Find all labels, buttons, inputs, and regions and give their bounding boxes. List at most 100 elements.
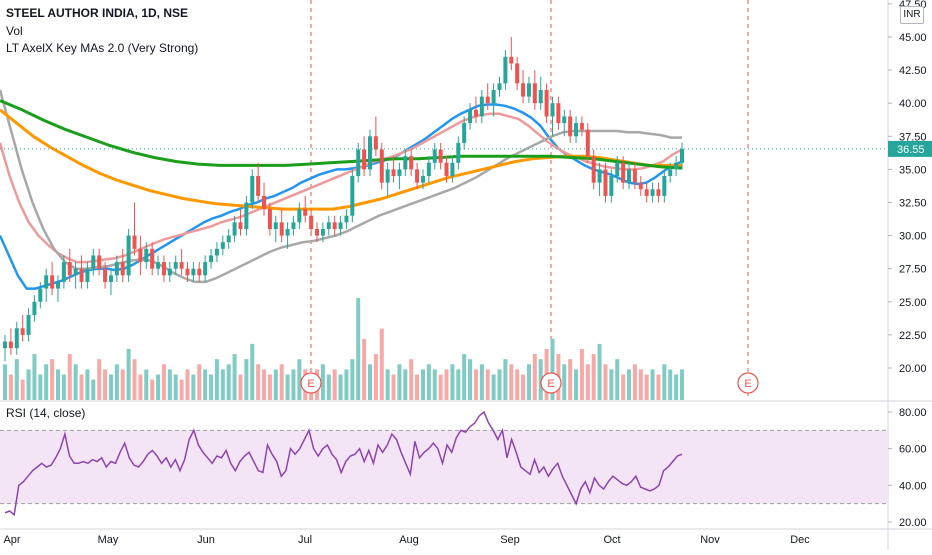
volume-bar: [262, 369, 267, 400]
volume-bar: [656, 374, 661, 400]
candle-body: [14, 328, 19, 349]
volume-bar: [20, 379, 25, 400]
candle-body: [491, 89, 496, 104]
candle-body: [591, 156, 596, 183]
candle-body: [632, 169, 637, 183]
volume-bar: [320, 364, 325, 400]
volume-bar: [415, 374, 420, 400]
candle-body: [238, 222, 243, 229]
volume-bar: [397, 364, 402, 400]
candle-body: [656, 189, 661, 196]
volume-bar: [132, 359, 137, 400]
candle-body: [55, 281, 60, 289]
candle-body: [379, 149, 384, 183]
volume-bar: [674, 374, 679, 400]
volume-bar: [191, 374, 196, 400]
candle-body: [279, 222, 284, 236]
volume-bar: [644, 374, 649, 400]
moving-average-line: [0, 99, 683, 170]
candle-body: [303, 209, 308, 216]
volume-bar: [8, 374, 13, 400]
volume-bar: [79, 374, 84, 400]
volume-bar: [55, 369, 60, 400]
candle-body: [568, 116, 573, 137]
volume-bar: [138, 374, 143, 400]
volume-bar: [173, 374, 178, 400]
earnings-event-marker: [737, 372, 759, 394]
volume-bar: [621, 374, 626, 400]
candle-body: [26, 315, 31, 335]
volume-bar: [680, 369, 684, 400]
candle-body: [244, 202, 249, 229]
volume-bar: [32, 354, 37, 400]
candle-body: [485, 96, 490, 104]
volume-bar: [385, 369, 390, 400]
volume-bar: [432, 369, 437, 400]
candle-body: [267, 209, 272, 229]
candle-body: [232, 222, 237, 236]
symbol-title[interactable]: STEEL AUTHOR INDIA, 1D, NSE: [6, 6, 189, 20]
volume-bar: [144, 369, 149, 400]
price-tick-label: 32.50: [899, 198, 927, 210]
volume-bar: [108, 374, 113, 400]
volume-bar: [209, 374, 214, 400]
volume-bar: [61, 374, 66, 400]
candle-body: [450, 162, 455, 177]
rsi-tick-label: 60.00: [899, 444, 927, 456]
last-price-label: 36.55: [897, 144, 925, 156]
candle-body: [273, 222, 278, 229]
volume-bar: [126, 349, 131, 400]
time-axis-label: Oct: [603, 534, 620, 546]
candle-body: [550, 103, 555, 117]
candle-body: [615, 162, 620, 177]
volume-bar: [373, 354, 378, 400]
volume-bar: [362, 338, 367, 400]
price-tick-label: 25.00: [899, 297, 927, 309]
volume-bar: [479, 364, 484, 400]
volume-bar: [344, 369, 349, 400]
candle-body: [67, 262, 72, 276]
currency-badge[interactable]: INR: [900, 6, 924, 24]
price-tick-label: 30.00: [899, 231, 927, 243]
candle-body: [108, 275, 113, 282]
volume-bar: [426, 364, 431, 400]
volume-bar: [167, 369, 172, 400]
volume-bar: [197, 364, 202, 400]
candle-body: [385, 169, 390, 183]
time-axis-label: Nov: [700, 534, 720, 546]
volume-bar: [597, 343, 602, 400]
rsi-legend-label[interactable]: RSI (14, close): [6, 406, 86, 420]
time-axis-label: Jun: [197, 534, 215, 546]
volume-bar: [585, 364, 590, 400]
indicator-legend-label[interactable]: LT AxelX Key MAs 2.0 (Very Strong): [6, 41, 199, 55]
candle-body: [50, 275, 55, 289]
candle-body: [391, 169, 396, 177]
volume-bar: [615, 359, 620, 400]
volume-bar: [156, 374, 161, 400]
candle-body: [214, 248, 219, 256]
price-tick-label: 45.00: [899, 32, 927, 44]
volume-bar: [297, 359, 302, 400]
candle-body: [326, 222, 331, 229]
earnings-event-label: E: [547, 378, 554, 390]
time-axis-label: Aug: [399, 534, 419, 546]
volume-bar: [267, 374, 272, 400]
volume-bar: [526, 364, 531, 400]
volume-bar: [450, 364, 455, 400]
candle-body: [497, 83, 502, 90]
volume-bar: [3, 364, 7, 400]
volume-bar: [409, 359, 414, 400]
volume-bar: [91, 379, 96, 400]
volume-bar: [238, 374, 243, 400]
candle-body: [662, 176, 667, 196]
candle-body: [144, 248, 149, 263]
candle-body: [262, 195, 267, 210]
candle-body: [114, 262, 119, 276]
volume-legend-label[interactable]: Vol: [6, 24, 23, 38]
candle-body: [438, 149, 443, 163]
volume-bar: [491, 374, 496, 400]
volume-bar: [226, 364, 231, 400]
candle-body: [20, 328, 25, 335]
